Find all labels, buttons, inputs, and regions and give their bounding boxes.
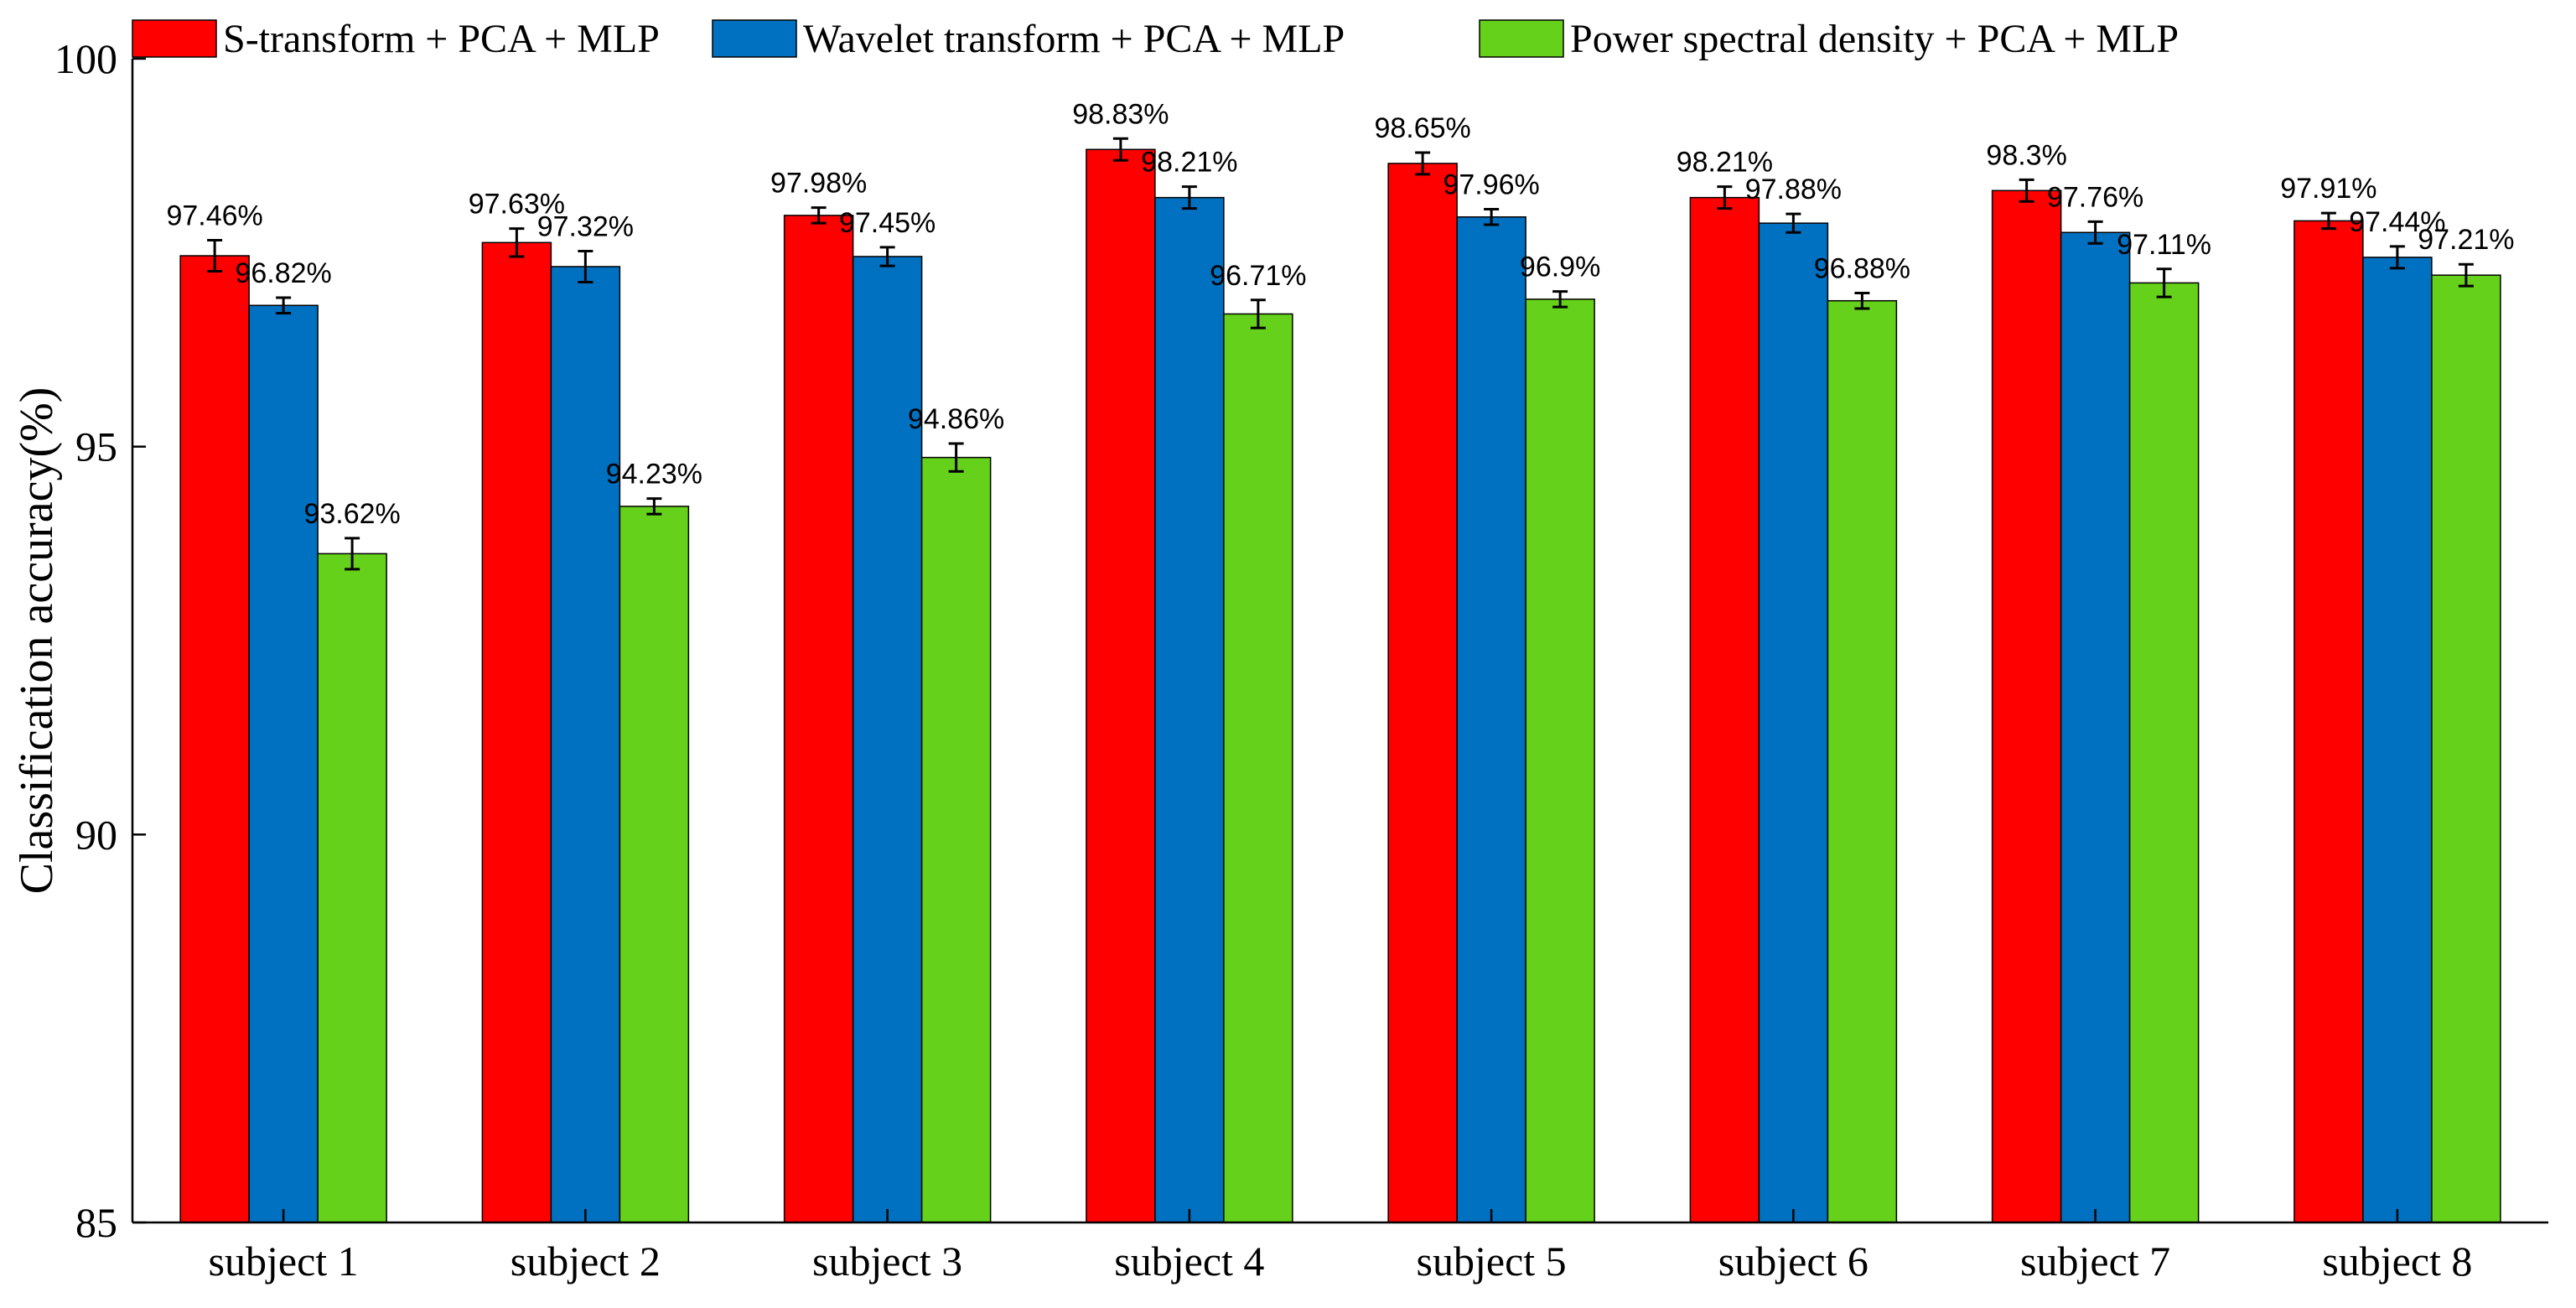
x-tick-label: subject 5 [1417,1238,1567,1285]
bar [2060,231,2131,1223]
bar [920,456,992,1223]
y-tick-label: 100 [54,35,117,82]
data-label: 96.82% [235,257,331,289]
bar [248,304,319,1223]
x-tick-label: subject 3 [812,1238,962,1285]
bar [783,215,854,1223]
data-label: 97.88% [1745,174,1842,205]
legend: S-transform + PCA + MLP Wavelet transform… [132,17,2179,61]
x-tick-label: subject 1 [209,1238,359,1285]
labels-layer: 97.46% 97.63% 97.98% 98.83% 98.65% 98.21% 98.3… [166,98,2514,530]
data-label: 97.96% [1443,169,1539,201]
bar [2431,274,2501,1223]
axes-layer: 85 90 95 100 subject 1 subject 2 subject 3 subj… [11,35,2548,1285]
bar [852,256,923,1223]
bar [1827,299,1898,1223]
bar [1387,163,1458,1223]
data-label: 93.62% [303,498,400,530]
data-label: 96.9% [1520,252,1600,283]
x-tick-label: subject 2 [511,1238,661,1285]
x-tick-label: subject 6 [1718,1238,1869,1285]
legend-swatch [1479,19,1564,58]
legend-label: Wavelet transform + PCA + MLP [803,17,1345,61]
data-label: 97.46% [166,200,262,232]
data-label: 97.63% [469,189,565,221]
bar [179,255,250,1223]
bars-layer [179,137,2501,1223]
data-label: 96.71% [1210,260,1306,292]
legend-swatch [132,19,217,58]
data-label: 97.91% [2280,173,2376,205]
bar [1086,148,1156,1223]
legend-label: S-transform + PCA + MLP [223,17,660,61]
bar [550,266,621,1223]
bar [1991,189,2062,1223]
legend-label: Power spectral density + PCA + MLP [1570,17,2179,61]
data-label: 96.88% [1814,252,1910,284]
bar [1456,216,1526,1223]
data-label: 98.3% [1986,139,2066,171]
data-label: 97.44% [2349,206,2445,238]
data-label: 94.23% [606,459,702,490]
bar [481,241,552,1223]
data-label: 98.83% [1072,98,1169,130]
bar [1223,313,1293,1223]
bar [1525,298,1595,1223]
x-tick-label: subject 8 [2322,1238,2472,1285]
data-label: 94.86% [908,403,1004,435]
data-label: 97.21% [2418,224,2514,256]
data-label: 98.65% [1374,112,1470,144]
bar [2294,220,2364,1223]
bar [1689,196,1760,1223]
x-tick-label: subject 4 [1114,1238,1264,1285]
y-tick-label: 95 [75,423,117,470]
bar [619,506,690,1223]
data-label: 97.76% [2047,181,2143,213]
bar [1154,196,1225,1223]
data-label: 98.21% [1677,147,1773,179]
data-label: 97.45% [839,207,936,239]
bar [2362,257,2433,1223]
data-label: 97.32% [537,210,634,242]
data-label: 97.11% [2117,229,2211,261]
x-tick-label: subject 7 [2020,1238,2170,1285]
bar [1758,222,1829,1223]
bar [2128,282,2200,1223]
y-tick-label: 90 [75,811,117,858]
y-axis-label: Classification accuracy(%) [11,387,63,895]
legend-swatch [712,19,797,58]
bar [317,553,387,1223]
y-tick-label: 85 [75,1199,117,1246]
data-label: 98.21% [1141,147,1237,179]
data-label: 97.98% [770,168,867,200]
